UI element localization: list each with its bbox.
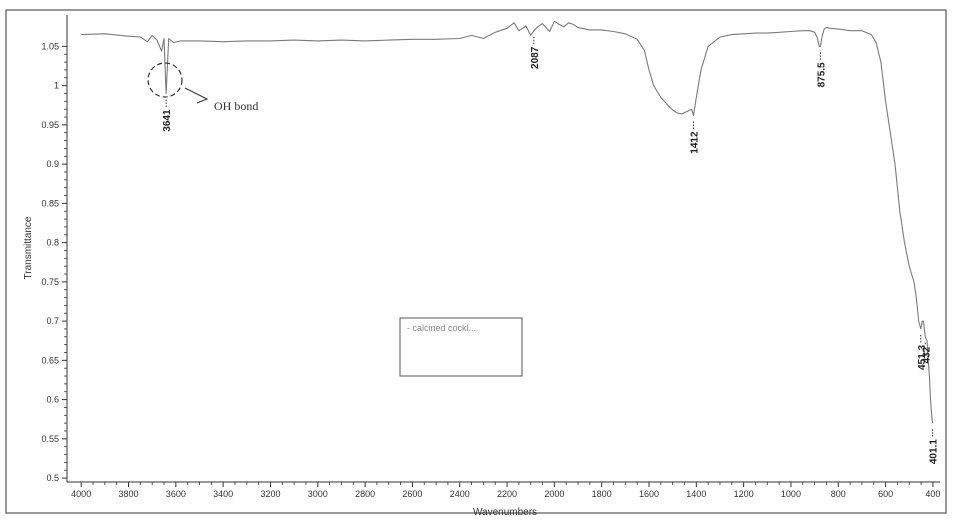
oh-bond-circle [147,62,183,98]
legend-box [399,317,523,377]
legend-entry: - calcined cockl... [407,323,476,333]
peak-label-1412: 1412 [689,131,700,154]
y-axis-ticks: 0.5 0.55 0.6 0.65 0.7 0.75 0.8 0.85 0.9 0.95 1 1.05 [41,41,67,483]
peak-label-3641: 3641 [162,109,173,132]
y-tick-label: 0.85 [41,198,59,208]
x-tick-label: 3800 [118,489,138,499]
x-tick-label: 1800 [592,489,612,499]
x-tick-label: 800 [831,489,846,499]
x-tick-label: 1000 [781,489,801,499]
y-tick-label: 0.65 [41,355,59,365]
x-tick-label: 1400 [686,489,706,499]
y-tick-label: 1.05 [41,41,59,51]
peak-label-2087: 2087 [530,46,541,69]
y-tick-label: 0.55 [41,434,59,444]
x-axis-title: Wavenumbers [473,507,537,518]
y-tick-label: 0.6 [46,395,59,405]
x-tick-label: 2000 [544,489,564,499]
x-tick-label: 2200 [497,489,517,499]
y-tick-label: 0.95 [41,120,59,130]
x-tick-label: 3000 [308,489,328,499]
x-tick-label: 3200 [260,489,280,499]
y-tick-label: 0.75 [41,277,59,287]
x-tick-label: 1200 [734,489,754,499]
peak-label-451.3: 451.3 [917,345,928,370]
y-tick-label: 0.7 [46,316,59,326]
peak-label-875.5: 875.5 [816,62,827,87]
x-tick-label: 3400 [213,489,233,499]
y-tick-label: 1 [54,81,59,91]
y-tick-label: 0.8 [46,238,59,248]
y-axis-title: Transmittance [23,216,34,279]
x-tick-label: 2800 [355,489,375,499]
x-tick-label: 2600 [402,489,422,499]
x-axis-ticks: 4000 3800 3600 3400 3200 3000 2800 2600 2400 2200… [71,482,940,499]
peak-label-432: 432 [921,346,932,363]
x-tick-label: 400 [925,489,940,499]
figure-frame [5,9,947,514]
oh-bond-label: OH bond [214,99,258,113]
x-tick-label: 2400 [450,489,470,499]
x-tick-label: 4000 [71,489,91,499]
x-tick-label: 1600 [639,489,659,499]
y-tick-label: 0.5 [46,473,59,483]
x-tick-label: 600 [878,489,893,499]
series-line-calcined-cockl [81,20,934,424]
x-tick-label: 3600 [166,489,186,499]
peak-label-401.1: 401.1 [929,439,940,464]
y-tick-label: 0.9 [46,159,59,169]
oh-bond-arrow [184,87,209,104]
